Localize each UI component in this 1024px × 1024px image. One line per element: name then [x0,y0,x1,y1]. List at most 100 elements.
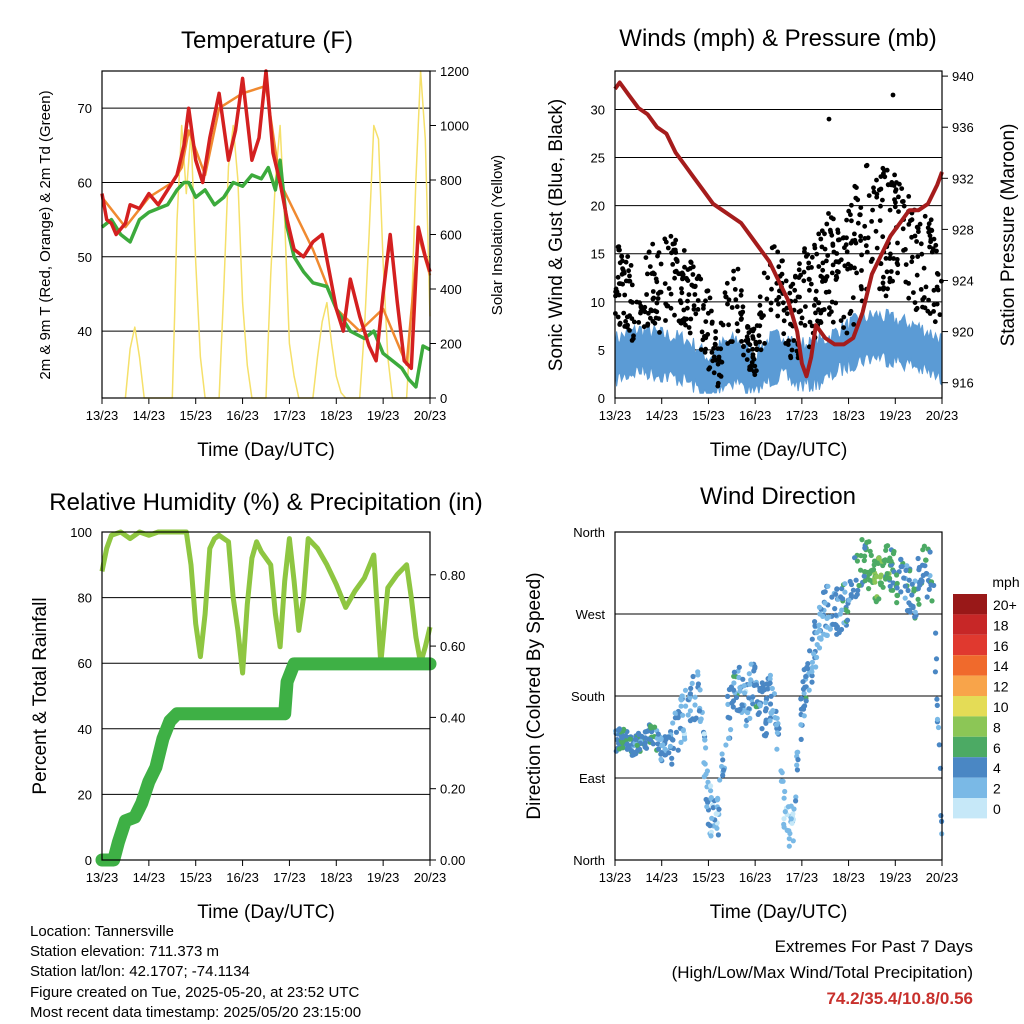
gust-point [668,291,674,297]
gust-point [814,251,820,257]
gust-point [914,239,919,244]
gust-point [911,290,916,295]
gust-point [738,317,744,322]
direction-point [911,586,917,592]
gust-point [852,183,858,189]
gust-point [685,267,691,272]
gust-point [937,312,943,318]
gust-point [797,261,802,267]
gust-point [854,270,859,276]
gust-point [654,309,660,315]
direction-point [658,756,664,763]
y-tick-label: 60 [78,175,92,190]
direction-point [781,824,787,830]
direction-point [901,575,907,581]
direction-point [782,809,788,815]
gust-point [852,231,857,237]
chart-title: Winds (mph) & Pressure (mb) [619,25,936,52]
direction-point [898,556,904,563]
gust-point [833,277,839,282]
gust-point [689,282,695,288]
gust-point [880,197,885,203]
chart-title: Temperature (F) [181,27,353,54]
gust-point [912,300,918,305]
gust-point [788,321,793,327]
direction-point [856,582,862,589]
direction-point [934,702,940,709]
direction-point [816,604,823,610]
gust-point [668,233,674,239]
gust-point [729,305,735,310]
direction-point [725,701,731,708]
direction-point [862,578,868,584]
direction-point [938,813,944,819]
gust-point [759,315,765,320]
y-tick-label: 60 [78,656,92,671]
direction-point [921,543,928,549]
direction-point [933,630,939,636]
x-axis-label: Time (Day/UTC) [197,902,335,923]
gust-point [826,211,831,216]
direction-point [704,768,711,774]
gust-point [723,294,729,300]
plot-frame [614,531,943,861]
direction-point [842,581,848,587]
gust-point [739,288,744,293]
gust-point [740,309,746,315]
direction-point [905,587,911,594]
gust-point [903,262,909,267]
gust-point [838,318,844,323]
gust-point [836,259,842,265]
gust-point [844,217,849,223]
direction-point [708,783,714,789]
gust-point [841,325,846,330]
gust-point [858,205,864,211]
direction-point [798,696,804,702]
gust-point [893,200,898,205]
gust-point [747,342,753,348]
gust-point [622,292,628,298]
gust-point [914,305,920,311]
gust-point [834,269,840,274]
gust-point [757,302,763,308]
gust-point [822,231,827,237]
direction-point [787,830,793,837]
gust-point [781,331,787,337]
x-tick-label: 14/23 [133,870,166,885]
gust-point [809,254,815,260]
x-tick-label: 14/23 [645,870,678,885]
gust-point [802,323,808,328]
speed-legend-label: 2 [993,781,1001,797]
series-9m-temp-line [101,84,432,366]
gust-point [791,338,797,343]
direction-point [788,816,794,822]
latest-text: Most recent data timestamp: 2025/05/20 2… [30,1003,362,1021]
gust-point [840,235,846,241]
gust-point [739,339,744,344]
gust-point [743,338,749,343]
gust-point [771,244,777,250]
y2-tick-label: 0.80 [440,568,465,583]
direction-point [669,755,675,761]
direction-point [927,549,933,555]
gust-point [896,194,901,200]
gust-point [870,207,875,213]
gust-point [818,320,824,325]
gust-point [662,281,668,286]
gust-point [906,194,912,199]
direction-point [709,815,715,821]
gust-point [757,294,763,300]
direction-point [763,695,770,702]
gust-point [695,298,701,303]
gust-point [724,280,730,286]
direction-point [907,609,913,615]
speed-legend-title: mph [992,574,1019,590]
gust-point [715,361,721,367]
direction-point [837,611,843,617]
gust-point [803,304,808,309]
x-tick-label: 14/23 [133,408,166,423]
x-tick-label: 16/23 [739,408,772,423]
gust-point [813,288,819,294]
gust-point [624,314,630,320]
gust-point [725,301,730,307]
